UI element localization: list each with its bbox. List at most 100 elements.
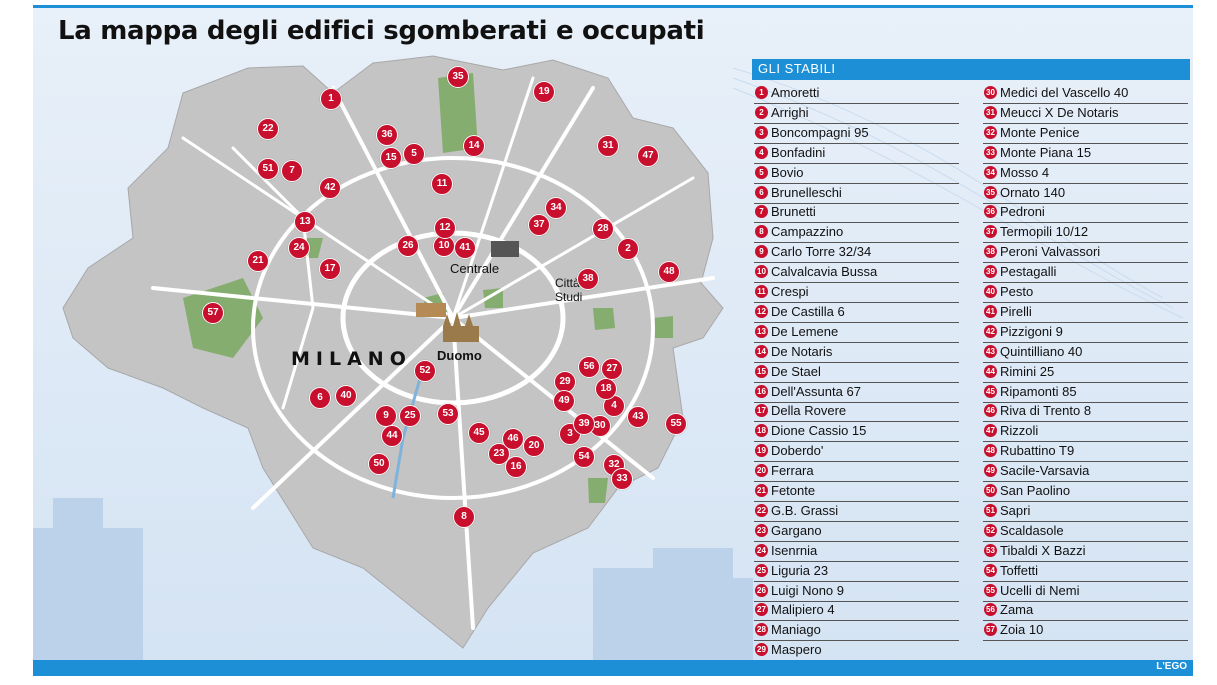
map-pin: 52: [414, 360, 436, 382]
legend-item-name: Pizzigoni 9: [1000, 323, 1063, 339]
legend-title: GLI STABILI: [758, 61, 836, 76]
legend-item-name: Peroni Valvassori: [1000, 244, 1101, 260]
map-pin: 50: [368, 453, 390, 475]
legend-item: 8 Campazzino: [754, 223, 959, 244]
legend-item-name: Maniago: [771, 622, 821, 638]
legend-number-badge: 8: [755, 225, 768, 239]
legend-item-name: De Notaris: [771, 343, 833, 359]
legend-item-name: Zoia 10: [1000, 622, 1044, 638]
legend-item: 1 Amoretti: [754, 84, 959, 104]
legend-number-badge: 19: [755, 444, 768, 458]
map-pin: 53: [437, 403, 459, 425]
legend-item-name: De Castilla 6: [771, 303, 845, 319]
legend-item-name: Zama: [1000, 602, 1034, 618]
legend-item-name: Isenrnia: [771, 542, 818, 558]
legend-item: 3 Boncompagni 95: [754, 124, 959, 144]
label-citta-studi: Città Studi: [555, 276, 583, 304]
legend-item: 19 Doberdo': [754, 442, 959, 463]
naviglio-canal: [391, 367, 425, 499]
duomo-landmark: [443, 312, 479, 342]
legend-item: 55 Ucelli di Nemi: [983, 582, 1188, 602]
legend-item-name: Toffetti: [1000, 562, 1039, 578]
legend-number-badge: 28: [755, 623, 768, 637]
legend-item: 54 Toffetti: [983, 562, 1188, 582]
map-pin: 19: [533, 81, 555, 103]
map-pin: 15: [380, 147, 402, 169]
centrale-landmark: [491, 241, 519, 257]
legend-number-badge: 43: [984, 344, 997, 358]
legend-item-name: Pesto: [1000, 284, 1034, 299]
legend-number-badge: 9: [755, 245, 768, 259]
legend-item: 4 Bonfadini: [754, 144, 959, 164]
legend-number-badge: 31: [984, 105, 997, 119]
map-pin: 36: [376, 124, 398, 146]
map-pin: 22: [257, 118, 279, 140]
legend-number-badge: 32: [984, 125, 997, 139]
legend-item: 20 Ferrara: [754, 462, 959, 483]
legend-number-badge: 49: [984, 464, 997, 478]
legend-item: 5 Bovio: [754, 164, 959, 184]
legend-item: 35 Ornato 140: [983, 184, 1188, 204]
legend-item: 57 Zoia 10: [983, 621, 1188, 642]
map-pin: 45: [468, 422, 490, 444]
legend-item-name: Bovio: [771, 164, 804, 180]
legend-item: 31 Meucci X De Notaris: [983, 104, 1188, 124]
legend-item-name: Monte Piana 15: [1000, 144, 1092, 160]
legend-item: 23 Gargano: [754, 522, 959, 542]
legend-item-name: De Lemene: [771, 323, 839, 339]
legend-item-name: Sapri: [1000, 502, 1031, 518]
skyline: [33, 498, 753, 660]
map-pin: 6: [309, 387, 331, 409]
legend-item-name: Pirelli: [1000, 303, 1032, 319]
legend-item-name: Rimini 25: [1000, 363, 1055, 379]
map-pin: 31: [597, 135, 619, 157]
legend-item: 37 Termopili 10/12: [983, 223, 1188, 244]
legend-item: 14 De Notaris: [754, 343, 959, 363]
legend-item-name: Quintilliano 40: [1000, 343, 1083, 359]
legend-number-badge: 10: [755, 265, 768, 279]
map-pin: 39: [573, 413, 595, 435]
legend-item-name: San Paolino: [1000, 483, 1071, 498]
legend-item-name: Calvalcavia Bussa: [771, 264, 878, 280]
label-milano: MILANO: [291, 348, 412, 370]
map-pin: 43: [627, 406, 649, 428]
map-pin: 21: [247, 250, 269, 272]
legend-item: 49 Sacile-Varsavia: [983, 462, 1188, 483]
legend-number-badge: 53: [984, 543, 997, 557]
map-pin: 54: [573, 446, 595, 468]
legend-number-badge: 41: [984, 304, 997, 318]
legend-item: 46 Riva di Trento 8: [983, 402, 1188, 423]
infographic-frame: La mappa degli edifici sgomberati e occu…: [33, 5, 1193, 676]
legend-item: 24 Isenrnia: [754, 542, 959, 562]
legend-item: 48 Rubattino T9: [983, 442, 1188, 463]
map-pin: 24: [288, 237, 310, 259]
legend-number-badge: 56: [984, 603, 997, 617]
legend-item-name: Fetonte: [771, 483, 816, 498]
legend-item: 18 Dione Cassio 15: [754, 422, 959, 443]
legend-number-badge: 48: [984, 444, 997, 458]
legend-number-badge: 50: [984, 484, 997, 497]
legend-item-name: Meucci X De Notaris: [1000, 104, 1119, 120]
title-bar: La mappa degli edifici sgomberati e occu…: [33, 8, 1193, 50]
legend-item: 15 De Stael: [754, 363, 959, 383]
legend-item: 50 San Paolino: [983, 482, 1188, 502]
legend-item-name: Brunelleschi: [771, 184, 842, 200]
legend-number-badge: 35: [984, 185, 997, 199]
legend-item-name: Crespi: [771, 284, 809, 299]
legend-item: 10 Calvalcavia Bussa: [754, 263, 959, 284]
legend-item-name: Bonfadini: [771, 144, 826, 160]
legend-number-badge: 1: [755, 86, 768, 99]
map-pin: 27: [601, 358, 623, 380]
legend-item: 16 Dell'Assunta 67: [754, 383, 959, 403]
legend-item-name: Boncompagni 95: [771, 124, 869, 140]
legend-item-name: Monte Penice: [1000, 124, 1080, 140]
legend-item: 25 Liguria 23: [754, 562, 959, 582]
legend-item-name: Medici del Vascello 40: [1000, 85, 1129, 100]
legend-item-name: Malipiero 4: [771, 602, 835, 618]
legend-number-badge: 14: [755, 344, 768, 358]
legend-item: 27 Malipiero 4: [754, 601, 959, 622]
legend-item: 32 Monte Penice: [983, 124, 1188, 144]
legend-item-name: Dell'Assunta 67: [771, 383, 861, 399]
legend-item-name: Ripamonti 85: [1000, 383, 1077, 399]
map-pin: 47: [637, 145, 659, 167]
